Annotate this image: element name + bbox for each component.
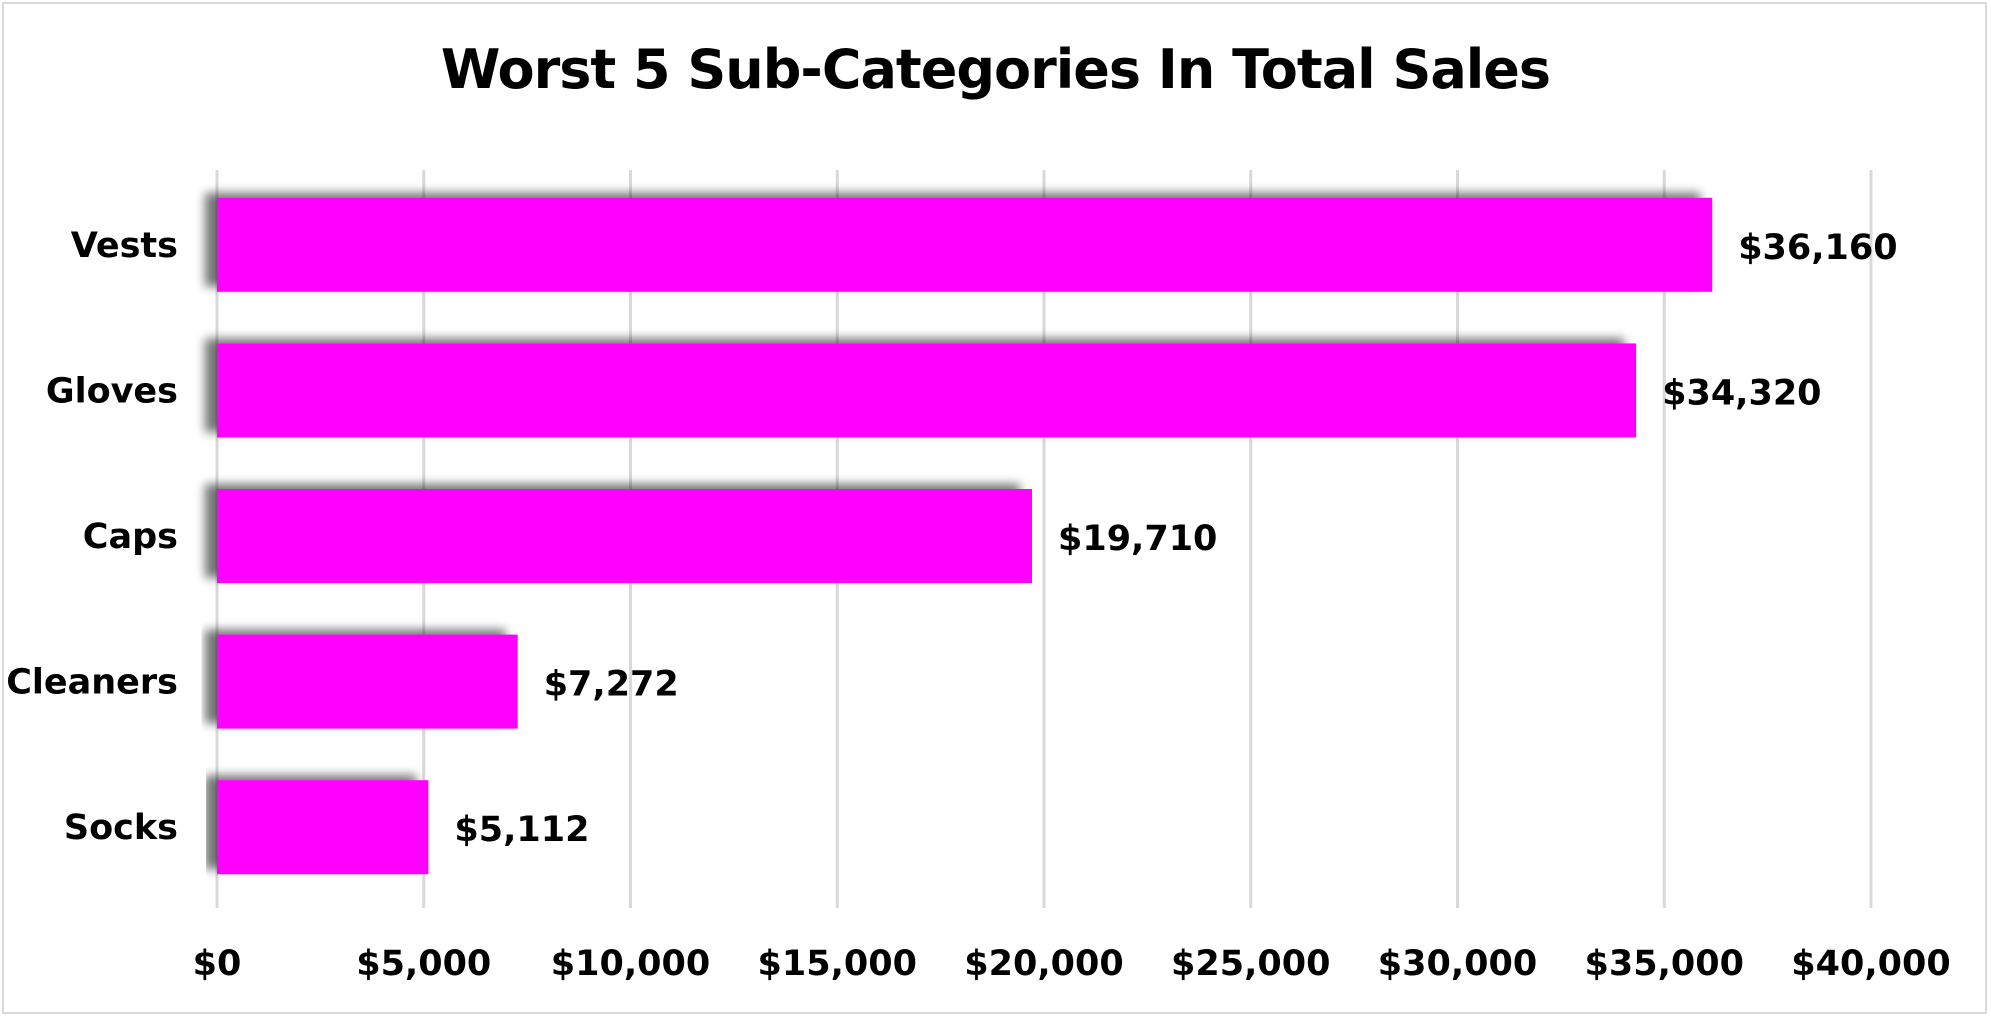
bar bbox=[217, 780, 429, 875]
bar bbox=[217, 343, 1637, 438]
chart-title: Worst 5 Sub-Categories In Total Sales bbox=[440, 38, 1551, 101]
data-label: $19,710 bbox=[1058, 519, 1217, 559]
x-tick-label: $10,000 bbox=[551, 944, 710, 984]
x-tick-label: $35,000 bbox=[1585, 944, 1744, 984]
category-label: Caps bbox=[83, 517, 178, 557]
data-label: $7,272 bbox=[544, 665, 679, 705]
data-label: $34,320 bbox=[1662, 373, 1821, 413]
labels: $0 $5,000 $10,000 $15,000 $20,000 $25,000 $30,… bbox=[6, 226, 1951, 984]
x-tick-label: $0 bbox=[193, 944, 242, 984]
category-label: Vests bbox=[71, 226, 178, 266]
bar bbox=[217, 489, 1033, 583]
category-label: Socks bbox=[64, 808, 178, 848]
bar bbox=[217, 197, 1713, 292]
category-label: Cleaners bbox=[6, 663, 178, 703]
bars bbox=[217, 197, 1713, 875]
bar bbox=[217, 634, 518, 729]
x-tick-label: $25,000 bbox=[1171, 944, 1330, 984]
x-tick-label: $30,000 bbox=[1378, 944, 1537, 984]
data-label: $5,112 bbox=[454, 810, 589, 850]
data-label: $36,160 bbox=[1738, 228, 1897, 268]
category-label: Gloves bbox=[46, 371, 178, 411]
x-tick-label: $20,000 bbox=[964, 944, 1123, 984]
x-tick-label: $40,000 bbox=[1791, 944, 1950, 984]
x-tick-label: $5,000 bbox=[356, 944, 491, 984]
x-tick-label: $15,000 bbox=[758, 944, 917, 984]
